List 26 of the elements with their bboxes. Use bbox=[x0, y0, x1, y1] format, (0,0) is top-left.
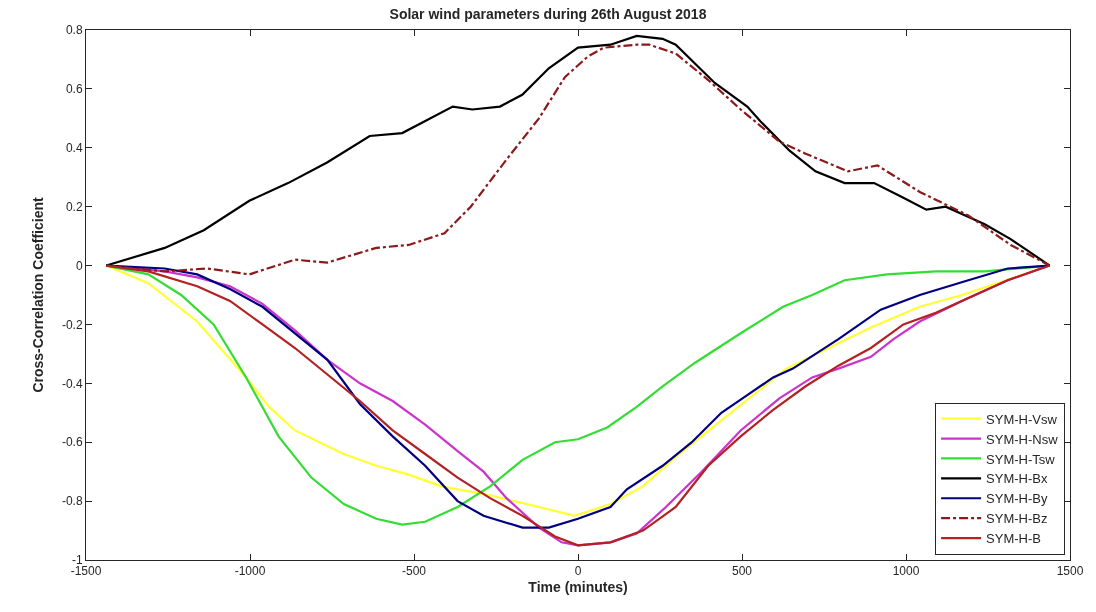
legend-label: SYM-H-Nsw bbox=[986, 431, 1059, 447]
x-tick-label: 0 bbox=[574, 564, 582, 579]
y-tick-label: 0.4 bbox=[65, 140, 83, 155]
y-tick-label: 0.6 bbox=[65, 82, 83, 97]
y-tick-label: 0 bbox=[75, 258, 83, 273]
legend-label: SYM-H-Bz bbox=[986, 511, 1048, 527]
x-tick-label: -1500 bbox=[70, 564, 102, 579]
legend-label: SYM-H-B bbox=[986, 531, 1041, 547]
y-tick-label: 0.2 bbox=[65, 199, 83, 214]
y-tick-label: -0.6 bbox=[61, 435, 83, 450]
x-tick-label: 1000 bbox=[892, 564, 920, 579]
chart-title: Solar wind parameters during 26th August 2018 bbox=[389, 5, 707, 22]
y-tick-label: -0.8 bbox=[61, 494, 83, 509]
legend-label: SYM-H-Tsw bbox=[986, 451, 1056, 467]
x-tick-label: -1000 bbox=[234, 564, 266, 579]
y-axis-title: Cross-Correlation Coefficient bbox=[29, 197, 46, 393]
x-tick-label: 500 bbox=[731, 564, 753, 579]
x-axis-title: Time (minutes) bbox=[528, 578, 628, 595]
y-tick-label: -0.4 bbox=[61, 376, 83, 391]
legend-label: SYM-H-Bx bbox=[986, 471, 1048, 487]
legend-label: SYM-H-By bbox=[986, 491, 1048, 507]
x-tick-label: 1500 bbox=[1056, 564, 1084, 579]
y-tick-label: 0.8 bbox=[65, 23, 83, 38]
y-tick-label: -0.2 bbox=[61, 317, 83, 332]
legend-label: SYM-H-Vsw bbox=[986, 411, 1058, 427]
x-tick-label: -500 bbox=[401, 564, 427, 579]
